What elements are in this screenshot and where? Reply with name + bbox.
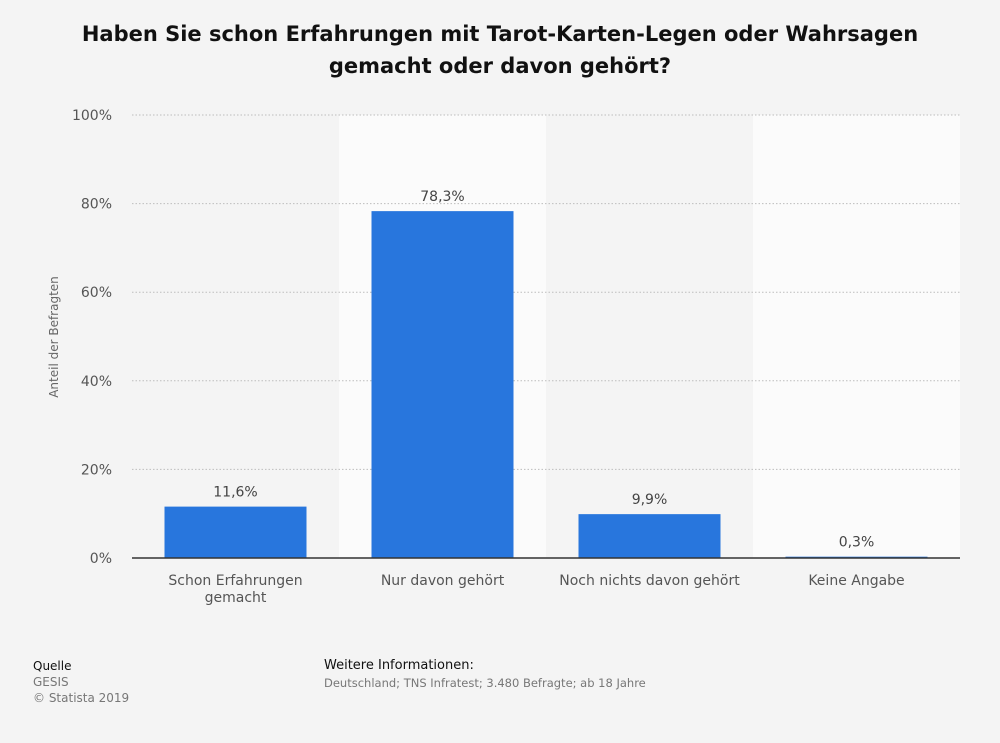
y-tick-label: 60% [81, 285, 112, 301]
chart-title: Haben Sie schon Erfahrungen mit Tarot-Ka… [0, 18, 1000, 82]
data-label: 9,9% [632, 492, 668, 508]
x-tick-label: Schon Erfahrungen [168, 573, 302, 589]
x-tick-label: gemacht [205, 590, 267, 606]
chart-title-line-2: gemacht oder davon gehört? [328, 54, 672, 78]
info-block: Weitere Informationen: Deutschland; TNS … [324, 658, 646, 691]
bar-0 [164, 506, 307, 558]
y-tick-label: 0% [90, 551, 112, 567]
plot-band-2 [546, 115, 753, 558]
chart-title-line-1: Haben Sie schon Erfahrungen mit Tarot-Ka… [81, 22, 919, 46]
plot-band-3 [753, 115, 960, 558]
data-label: 78,3% [420, 189, 464, 205]
x-tick-label: Noch nichts davon gehört [559, 573, 740, 589]
source-block: Quelle GESIS © Statista 2019 [33, 658, 129, 706]
data-label: 11,6% [213, 485, 257, 501]
y-tick-label: 40% [81, 374, 112, 390]
data-label: 0,3% [839, 535, 875, 551]
info-heading: Weitere Informationen: [324, 658, 474, 673]
copyright-text: © Statista 2019 [33, 691, 130, 705]
source-name: GESIS [33, 675, 69, 689]
bar-chart: 0% 20% 40% 60% 80% 100% 11,6% Schon Erfahrungen… [72, 108, 960, 606]
info-text: Deutschland; TNS Infratest; 3.480 Befrag… [324, 676, 646, 690]
y-tick-label: 20% [81, 462, 112, 478]
x-tick-label: Keine Angabe [808, 573, 904, 589]
source-heading: Quelle [33, 659, 72, 673]
y-tick-label: 80% [81, 197, 112, 213]
bar-1 [371, 211, 514, 559]
x-tick-label: Nur davon gehört [381, 573, 505, 589]
y-tick-label: 100% [72, 108, 112, 124]
plot-band-0 [132, 115, 339, 558]
bar-2 [578, 514, 721, 558]
